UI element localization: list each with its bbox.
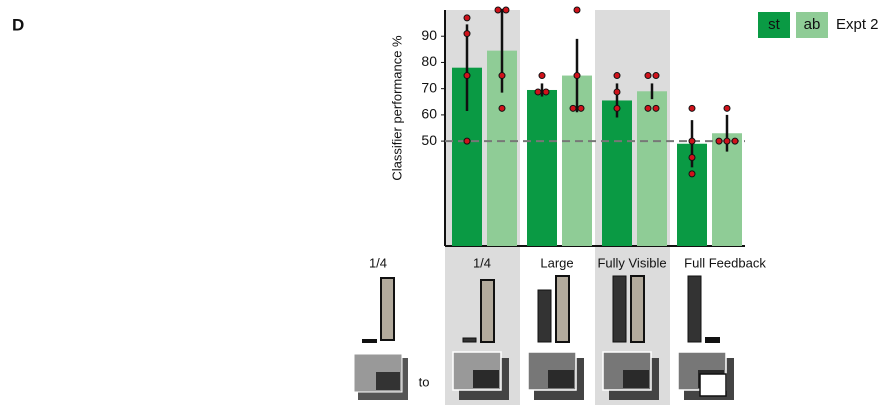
data-point — [653, 105, 659, 111]
y-tick-label: 70 — [421, 79, 437, 95]
schematic-bar — [688, 276, 701, 342]
x-category-label: Full Feedback — [684, 255, 766, 270]
data-point — [578, 105, 584, 111]
data-point — [464, 73, 470, 79]
y-tick-label: 90 — [421, 27, 437, 43]
data-point — [574, 7, 580, 13]
data-point — [574, 73, 580, 79]
schematic-bar — [481, 280, 494, 342]
schematic-bar — [463, 338, 476, 342]
data-point — [464, 138, 470, 144]
x-category-label: Large — [540, 255, 573, 270]
y-tick-label: 80 — [421, 53, 437, 69]
data-point — [543, 89, 549, 95]
y-axis-label: Classifier performance % — [389, 35, 404, 181]
data-point — [614, 73, 620, 79]
data-point — [499, 105, 505, 111]
data-point — [724, 138, 730, 144]
schematic-bar — [538, 290, 551, 342]
panel-label: D — [12, 15, 24, 34]
data-point — [535, 89, 541, 95]
data-point — [689, 171, 695, 177]
legend-title: Expt 2 — [836, 16, 879, 33]
schematic-bar — [631, 276, 644, 342]
x-category-label: Fully Visible — [597, 255, 666, 270]
bar — [602, 100, 632, 246]
schematic-image — [700, 374, 726, 396]
data-point — [614, 89, 620, 95]
y-tick-label: 50 — [421, 132, 437, 148]
data-point — [689, 138, 695, 144]
schematic-left — [354, 278, 408, 400]
data-point — [653, 73, 659, 79]
data-point — [716, 138, 722, 144]
data-point — [570, 105, 576, 111]
data-point — [464, 31, 470, 37]
schematic-image — [473, 370, 499, 388]
data-point — [539, 73, 545, 79]
data-point — [499, 73, 505, 79]
schematic-bar — [556, 276, 569, 342]
data-point — [689, 155, 695, 161]
data-point — [689, 105, 695, 111]
data-point — [732, 138, 738, 144]
data-point — [503, 7, 509, 13]
data-point — [464, 15, 470, 21]
schematic-label: 1/4 — [369, 255, 387, 270]
schematic-image — [548, 370, 574, 388]
legend-label: ab — [804, 16, 821, 33]
schematic-bar — [706, 338, 719, 342]
bar — [527, 90, 557, 246]
schematic-image — [623, 370, 649, 388]
legend-label: st — [768, 16, 781, 33]
y-tick-label: 60 — [421, 106, 437, 122]
data-point — [614, 105, 620, 111]
figure: D 1/4 to 50 60 70 80 90 Classifier performanc… — [0, 0, 889, 405]
x-category-label: 1/4 — [473, 255, 491, 270]
schematic-bar — [613, 276, 626, 342]
data-point — [645, 105, 651, 111]
bar — [637, 91, 667, 246]
data-point — [645, 73, 651, 79]
data-point — [724, 105, 730, 111]
connector-text: to — [419, 374, 430, 389]
data-point — [495, 7, 501, 13]
